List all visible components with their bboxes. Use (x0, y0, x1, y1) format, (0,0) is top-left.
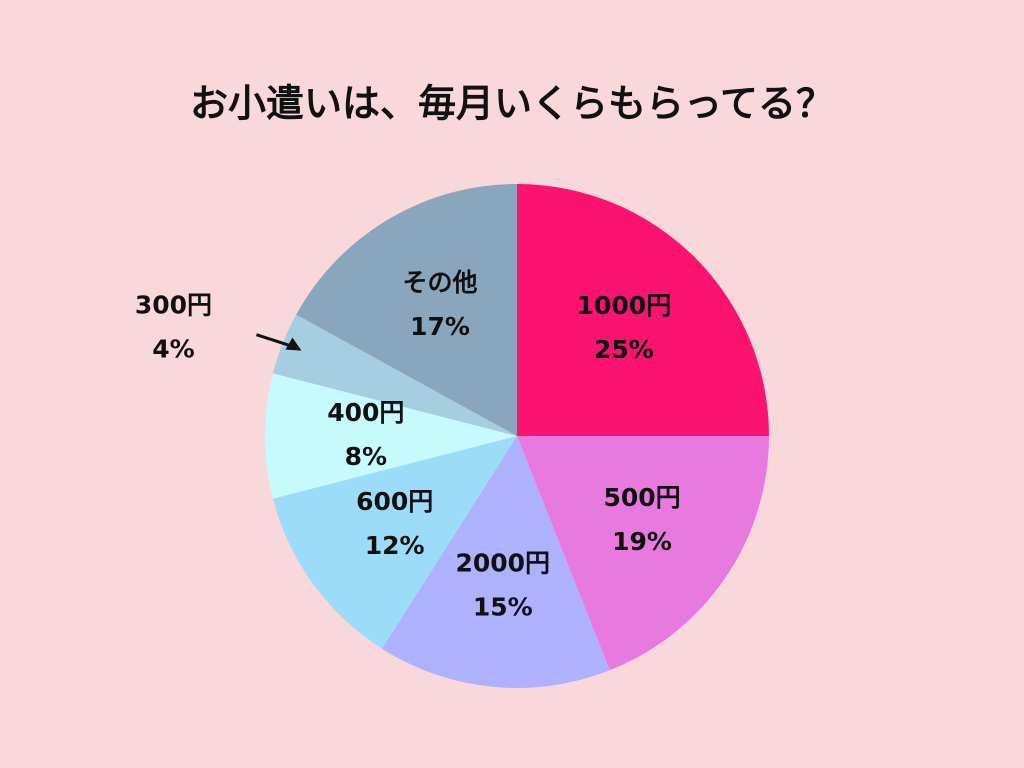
slice-value: 12% (365, 531, 425, 560)
slice-value: 19% (612, 527, 672, 556)
slice-category: その他 (403, 268, 478, 297)
pie-slice (517, 184, 769, 436)
slice-category: 500円 (603, 483, 680, 512)
slice-value: 4% (152, 335, 194, 364)
slice-category: 600円 (356, 487, 433, 516)
slice-value: 17% (410, 312, 470, 341)
pie-slice (272, 436, 517, 649)
callout-arrow (255, 333, 294, 349)
pie-slice (296, 184, 517, 436)
pie-slice (265, 373, 517, 499)
pie-slice (381, 436, 610, 688)
slice-category: 400円 (327, 398, 404, 427)
chart-title: お小遣いは、毎月いくらもらってる？ (190, 82, 834, 126)
slice-category: 1000円 (577, 291, 672, 320)
slice-value: 25% (594, 335, 654, 364)
pie-slice (517, 436, 770, 671)
slice-category: 2000円 (455, 549, 550, 578)
pie-slice (272, 314, 517, 436)
callout-arrowhead (285, 337, 302, 351)
slice-value: 8% (345, 442, 387, 471)
slice-value: 15% (473, 593, 533, 622)
slice-category: 300円 (135, 291, 212, 320)
